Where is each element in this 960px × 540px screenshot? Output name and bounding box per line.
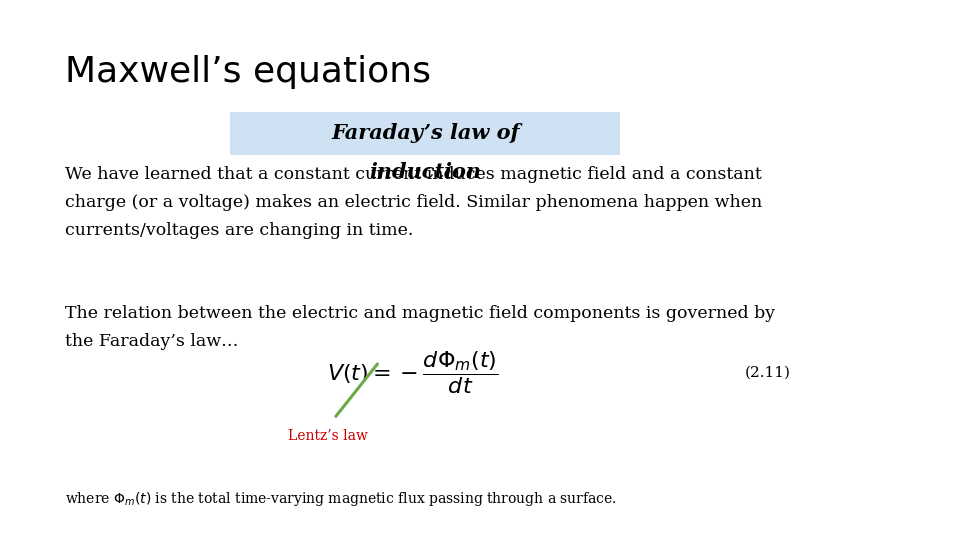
Text: induction: induction [370,161,481,182]
FancyBboxPatch shape [230,112,620,155]
Text: where $\Phi_m(t)$ is the total time-varying magnetic flux passing through a surf: where $\Phi_m(t)$ is the total time-vary… [65,490,617,508]
Text: charge (or a voltage) makes an electric field. Similar phenomena happen when: charge (or a voltage) makes an electric … [65,194,762,211]
Text: The relation between the electric and magnetic field components is governed by: The relation between the electric and ma… [65,305,776,322]
Text: the Faraday’s law…: the Faraday’s law… [65,333,239,350]
Text: Maxwell’s equations: Maxwell’s equations [65,55,431,89]
Text: (2.11): (2.11) [745,366,791,380]
Text: We have learned that a constant current induces magnetic field and a constant: We have learned that a constant current … [65,166,762,183]
Text: $V(t) = -\dfrac{d\Phi_m(t)}{dt}$: $V(t) = -\dfrac{d\Phi_m(t)}{dt}$ [327,349,498,396]
Text: currents/voltages are changing in time.: currents/voltages are changing in time. [65,222,414,239]
Text: Lentz’s law: Lentz’s law [288,429,368,443]
Text: Faraday’s law of: Faraday’s law of [331,123,519,144]
